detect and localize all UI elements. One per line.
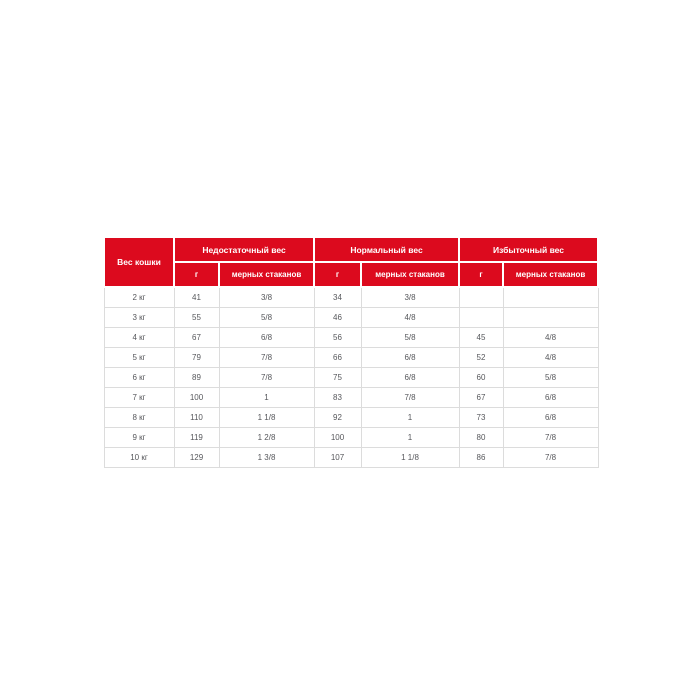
cell-value: 7/8 xyxy=(218,347,315,368)
cell-value: 34 xyxy=(313,286,362,308)
cell-value: 86 xyxy=(458,447,504,468)
cell-value: 79 xyxy=(173,347,220,368)
table-row: 3 кг 55 5/8 46 4/8 xyxy=(103,307,599,328)
table-row: 4 кг 67 6/8 56 5/8 45 4/8 xyxy=(103,327,599,348)
cell-cat-weight: 10 кг xyxy=(103,447,175,468)
table-row: 2 кг 41 3/8 34 3/8 xyxy=(103,286,599,308)
cell-value: 110 xyxy=(173,407,220,428)
col-header-grams: г xyxy=(313,261,362,288)
cell-value: 1 1/8 xyxy=(218,407,315,428)
cell-value: 5/8 xyxy=(502,367,599,388)
cell-cat-weight: 4 кг xyxy=(103,327,175,348)
table-body: 2 кг 41 3/8 34 3/8 3 кг 55 5/8 46 4/8 xyxy=(103,286,599,468)
col-header-grams: г xyxy=(458,261,504,288)
cell-value: 6/8 xyxy=(218,327,315,348)
cell-value: 41 xyxy=(173,286,220,308)
cell-value: 1 xyxy=(360,407,460,428)
cell-value: 3/8 xyxy=(218,286,315,308)
cell-value: 6/8 xyxy=(360,367,460,388)
cell-value: 66 xyxy=(313,347,362,368)
cell-value: 55 xyxy=(173,307,220,328)
cell-value: 3/8 xyxy=(360,286,460,308)
cell-value: 119 xyxy=(173,427,220,448)
cell-value: 67 xyxy=(458,387,504,408)
feeding-table-container: Вес кошки Недостаточный вес Нормальный в… xyxy=(103,236,600,468)
cell-value: 1 3/8 xyxy=(218,447,315,468)
col-header-cups: мерных стаканов xyxy=(360,261,460,288)
table-header: Вес кошки Недостаточный вес Нормальный в… xyxy=(103,236,600,288)
cell-value: 100 xyxy=(313,427,362,448)
cell-cat-weight: 7 кг xyxy=(103,387,175,408)
col-group-underweight: Недостаточный вес xyxy=(173,236,315,263)
cell-value xyxy=(502,307,599,328)
cell-value: 7/8 xyxy=(502,427,599,448)
cell-value: 5/8 xyxy=(218,307,315,328)
cell-value xyxy=(458,307,504,328)
cell-value: 1 xyxy=(218,387,315,408)
cell-value: 6/8 xyxy=(502,407,599,428)
col-group-normal-weight: Нормальный вес xyxy=(313,236,460,263)
table-row: 10 кг 129 1 3/8 107 1 1/8 86 7/8 xyxy=(103,447,599,468)
table-row: 5 кг 79 7/8 66 6/8 52 4/8 xyxy=(103,347,599,368)
col-header-grams: г xyxy=(173,261,220,288)
cell-value xyxy=(458,286,504,308)
cell-value: 52 xyxy=(458,347,504,368)
cell-value: 4/8 xyxy=(360,307,460,328)
cell-cat-weight: 6 кг xyxy=(103,367,175,388)
cell-cat-weight: 8 кг xyxy=(103,407,175,428)
cell-value: 1 2/8 xyxy=(218,427,315,448)
cell-value: 92 xyxy=(313,407,362,428)
cell-value xyxy=(502,286,599,308)
header-sub-row: г мерных стаканов г мерных стаканов г ме… xyxy=(104,261,600,288)
cell-value: 60 xyxy=(458,367,504,388)
col-group-overweight: Избыточный вес xyxy=(457,236,600,263)
col-header-cups: мерных стаканов xyxy=(501,261,600,288)
cell-value: 7/8 xyxy=(360,387,460,408)
cell-value: 6/8 xyxy=(502,387,599,408)
col-header-cat-weight: Вес кошки xyxy=(103,236,175,288)
cell-cat-weight: 5 кг xyxy=(103,347,175,368)
cell-value: 129 xyxy=(173,447,220,468)
cell-value: 7/8 xyxy=(218,367,315,388)
cell-value: 67 xyxy=(173,327,220,348)
cell-value: 89 xyxy=(173,367,220,388)
cell-value: 75 xyxy=(313,367,362,388)
cell-value: 5/8 xyxy=(360,327,460,348)
cell-cat-weight: 3 кг xyxy=(103,307,175,328)
cell-value: 4/8 xyxy=(502,347,599,368)
table-row: 7 кг 100 1 83 7/8 67 6/8 xyxy=(103,387,599,408)
table-row: 9 кг 119 1 2/8 100 1 80 7/8 xyxy=(103,427,599,448)
cell-value: 1 xyxy=(360,427,460,448)
feeding-table: Вес кошки Недостаточный вес Нормальный в… xyxy=(103,236,600,468)
col-header-cups: мерных стаканов xyxy=(218,261,315,288)
cell-value: 107 xyxy=(313,447,362,468)
cell-value: 1 1/8 xyxy=(360,447,460,468)
cell-value: 6/8 xyxy=(360,347,460,368)
cell-value: 80 xyxy=(458,427,504,448)
header-group-row: Вес кошки Недостаточный вес Нормальный в… xyxy=(103,236,600,288)
table-row: 6 кг 89 7/8 75 6/8 60 5/8 xyxy=(103,367,599,388)
cell-cat-weight: 9 кг xyxy=(103,427,175,448)
cell-value: 4/8 xyxy=(502,327,599,348)
cell-value: 83 xyxy=(313,387,362,408)
cell-value: 46 xyxy=(313,307,362,328)
cell-value: 73 xyxy=(458,407,504,428)
cell-value: 100 xyxy=(173,387,220,408)
cell-value: 45 xyxy=(458,327,504,348)
table-row: 8 кг 110 1 1/8 92 1 73 6/8 xyxy=(103,407,599,428)
cell-value: 56 xyxy=(313,327,362,348)
cell-value: 7/8 xyxy=(502,447,599,468)
cell-cat-weight: 2 кг xyxy=(103,286,175,308)
